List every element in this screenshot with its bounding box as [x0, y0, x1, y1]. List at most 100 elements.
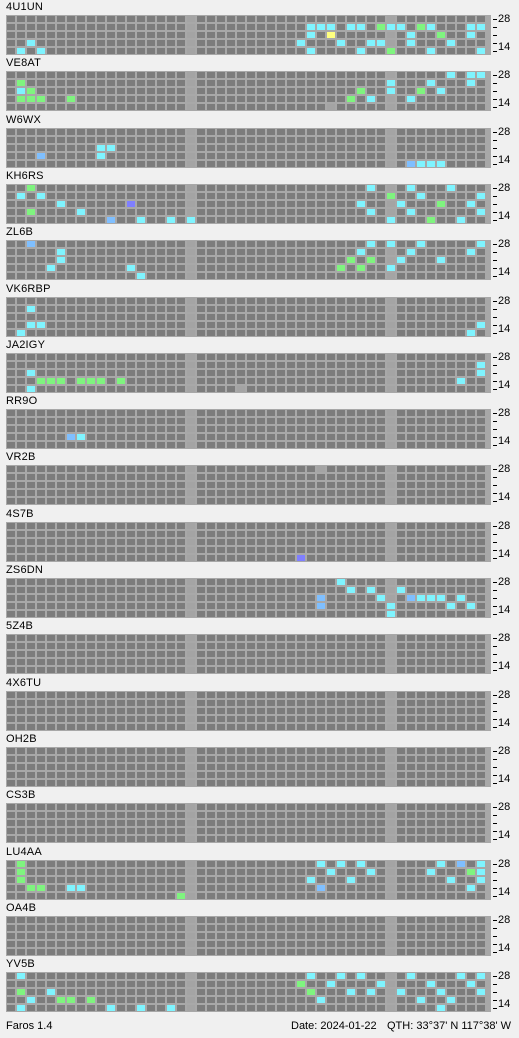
grid-cell [177, 981, 185, 988]
grid-cell [27, 667, 35, 674]
grid-cell [317, 482, 325, 489]
grid-cell [387, 755, 395, 762]
grid-cell [227, 321, 235, 328]
grid-cell [257, 152, 265, 159]
grid-cell [37, 836, 45, 843]
grid-cell [7, 442, 15, 449]
grid-cell [347, 699, 355, 706]
grid-cell [377, 973, 385, 980]
grid-cell [477, 595, 485, 601]
grid-cell [237, 192, 245, 199]
grid-cell [137, 691, 145, 698]
grid-cell [427, 820, 435, 827]
grid-cell [407, 707, 415, 714]
grid-cell [277, 916, 285, 923]
grid-cell [197, 611, 205, 617]
grid-cell [227, 466, 235, 473]
grid-cell [137, 434, 145, 441]
grid-cell [327, 924, 335, 931]
grid-cell [357, 876, 365, 883]
grid-cell [307, 948, 315, 955]
grid-cell [287, 707, 295, 714]
grid-cell [7, 643, 15, 650]
grid-cell [97, 192, 105, 199]
grid-cell [127, 40, 135, 46]
grid-cell [277, 763, 285, 770]
grid-cell [107, 442, 115, 449]
grid-cell [387, 482, 395, 489]
grid-cell [437, 948, 445, 955]
grid-cell [267, 916, 275, 923]
grid-cell [237, 997, 245, 1004]
signal-cell [377, 981, 385, 988]
grid-cell [257, 579, 265, 585]
grid-cell [327, 16, 335, 22]
grid-cell [37, 981, 45, 988]
grid-cell [87, 160, 95, 167]
grid-cell [37, 136, 45, 143]
grid-cell [77, 755, 85, 762]
grid-cell [277, 410, 285, 417]
grid-cell [167, 466, 175, 473]
grid-cell [67, 828, 75, 835]
grid-cell [307, 587, 315, 593]
grid-cell [477, 771, 485, 778]
grid-cell [37, 160, 45, 167]
grid-cell [147, 426, 155, 433]
grid-cell [147, 667, 155, 674]
grid-cell [467, 755, 475, 762]
grid-cell [97, 892, 105, 899]
grid-cell [57, 192, 65, 199]
grid-cell [17, 932, 25, 939]
grid-cell [397, 812, 405, 819]
grid-cell [67, 699, 75, 706]
grid-cell [437, 377, 445, 384]
grid-cell [187, 884, 195, 891]
grid-cell [177, 32, 185, 38]
grid-cell [147, 538, 155, 545]
grid-cell [467, 940, 475, 947]
grid-cell [47, 24, 55, 30]
grid-cell [27, 313, 35, 320]
grid-cell [67, 144, 75, 151]
grid-cell [287, 466, 295, 473]
grid-cell [87, 369, 95, 376]
grid-cell [207, 160, 215, 167]
grid-cell [267, 924, 275, 931]
grid-cell [77, 442, 85, 449]
grid-cell [107, 482, 115, 489]
grid-cell [167, 940, 175, 947]
grid-cell [427, 828, 435, 835]
grid-cell [297, 80, 305, 87]
grid-cell [277, 96, 285, 103]
grid-cell [37, 530, 45, 537]
grid-cell [17, 715, 25, 722]
grid-cell [447, 940, 455, 947]
grid-cell [307, 884, 315, 891]
grid-cell [407, 369, 415, 376]
grid-cell [237, 707, 245, 714]
signal-cell [437, 88, 445, 95]
grid-cell [27, 24, 35, 30]
grid-cell [117, 989, 125, 996]
grid-cell [397, 144, 405, 151]
grid-cell [357, 948, 365, 955]
grid-cell [137, 200, 145, 207]
grid-cell [87, 884, 95, 891]
grid-cell [247, 546, 255, 553]
grid-cell [127, 860, 135, 867]
grid-cell [397, 1005, 405, 1012]
grid-cell [257, 546, 265, 553]
grid-cell [377, 160, 385, 167]
grid-cell [117, 273, 125, 280]
grid-cell [307, 651, 315, 658]
grid-cell [97, 611, 105, 617]
grid-cell [37, 868, 45, 875]
grid-cell [267, 940, 275, 947]
grid-cell [407, 24, 415, 30]
grid-cell [77, 329, 85, 336]
signal-cell [367, 40, 375, 46]
grid-cell [437, 96, 445, 103]
grid-cell [257, 200, 265, 207]
grid-cell [347, 434, 355, 441]
